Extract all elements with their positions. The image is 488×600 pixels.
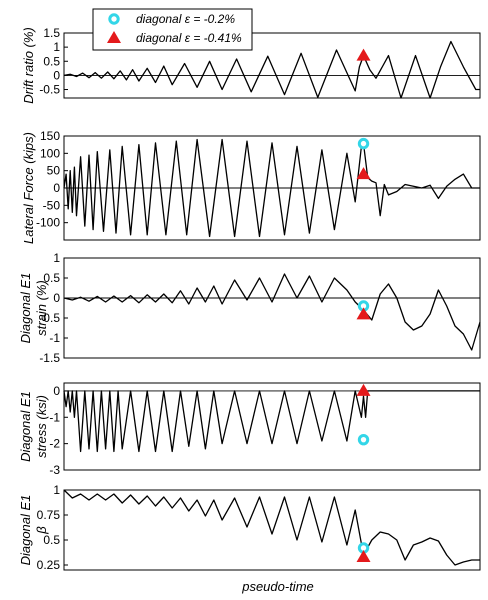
y-tick-label: -1.5 xyxy=(39,351,60,365)
y-tick-label: 0 xyxy=(53,384,60,398)
panel-3: 1 0.5 0 -0.5 -1 -1.5 Diagonal E1strain (%) xyxy=(18,251,481,365)
y-tick-label: 0 xyxy=(53,291,60,305)
y-axis-label-line: Diagonal E1 xyxy=(18,273,33,344)
y-axis-label-line: Drift ratio (%) xyxy=(21,27,36,104)
y-tick-label: -0.5 xyxy=(39,83,60,97)
triangle-marker xyxy=(356,307,371,320)
y-tick-label: 100 xyxy=(40,146,60,160)
y-tick-label: 0 xyxy=(53,68,60,82)
y-tick-label: -1 xyxy=(49,331,60,345)
y-tick-label: -0.5 xyxy=(39,311,60,325)
y-axis-label: Lateral Force (kips) xyxy=(21,132,36,244)
y-tick-label: 50 xyxy=(47,164,61,178)
y-tick-label: 0.5 xyxy=(43,54,60,68)
legend-box xyxy=(92,8,253,51)
triangle-marker xyxy=(356,550,371,562)
triangle-marker xyxy=(356,383,371,396)
series-line xyxy=(63,390,480,453)
y-axis-label: Drift ratio (%) xyxy=(21,27,36,104)
y-tick-label: 0.75 xyxy=(37,508,61,522)
circle-marker xyxy=(357,433,370,446)
y-tick-label: 0.5 xyxy=(43,271,60,285)
y-axis-label-line: Lateral Force (kips) xyxy=(21,132,36,244)
series-line xyxy=(63,273,481,351)
y-axis-label: Diagonal E1stress (ksi) xyxy=(18,391,49,462)
y-tick-label: -50 xyxy=(43,198,61,212)
y-tick-label: 1 xyxy=(53,251,60,265)
circle-marker xyxy=(357,137,370,150)
triangle-marker xyxy=(356,167,371,180)
legend-circle-marker xyxy=(108,13,120,25)
axes-frame xyxy=(63,32,481,99)
y-axis-label: Diagonal E1β xyxy=(18,495,49,566)
axes-frame xyxy=(63,382,481,471)
y-axis-label-line: Diagonal E1 xyxy=(18,391,33,462)
y-tick-label: 0 xyxy=(53,181,60,195)
legend-label-2: diagonal ε = -0.41% xyxy=(136,31,242,45)
y-tick-label: 1.5 xyxy=(43,26,60,40)
y-axis-label-line: stress (ksi) xyxy=(34,395,49,458)
y-axis-label: Diagonal E1strain (%) xyxy=(18,273,49,344)
legend-label-1: diagonal ε = -0.2% xyxy=(136,12,235,26)
x-axis-label: pseudo-time xyxy=(241,579,314,594)
legend-triangle-marker xyxy=(107,31,121,43)
y-tick-label: -2 xyxy=(49,437,60,451)
y-tick-label: 0.25 xyxy=(37,558,61,572)
axes-frame xyxy=(63,489,481,571)
y-tick-label: 0.5 xyxy=(43,533,60,547)
y-tick-label: 1 xyxy=(53,483,60,497)
series-line xyxy=(63,138,480,238)
legend: diagonal ε = -0.2% diagonal ε = -0.41% xyxy=(92,8,253,51)
series-line xyxy=(63,489,480,566)
y-axis-label-line: β xyxy=(34,526,49,535)
series-line xyxy=(63,40,480,99)
y-tick-label: -1 xyxy=(49,410,60,424)
y-tick-label: 150 xyxy=(40,129,60,143)
triangle-marker xyxy=(356,48,371,61)
axes-frame xyxy=(63,257,481,359)
y-tick-label: -3 xyxy=(49,463,60,477)
y-axis-label-line: strain (%) xyxy=(34,280,49,336)
y-tick-label: 1 xyxy=(53,40,60,54)
y-axis-label-line: Diagonal E1 xyxy=(18,495,33,566)
y-tick-label: -100 xyxy=(36,216,60,230)
